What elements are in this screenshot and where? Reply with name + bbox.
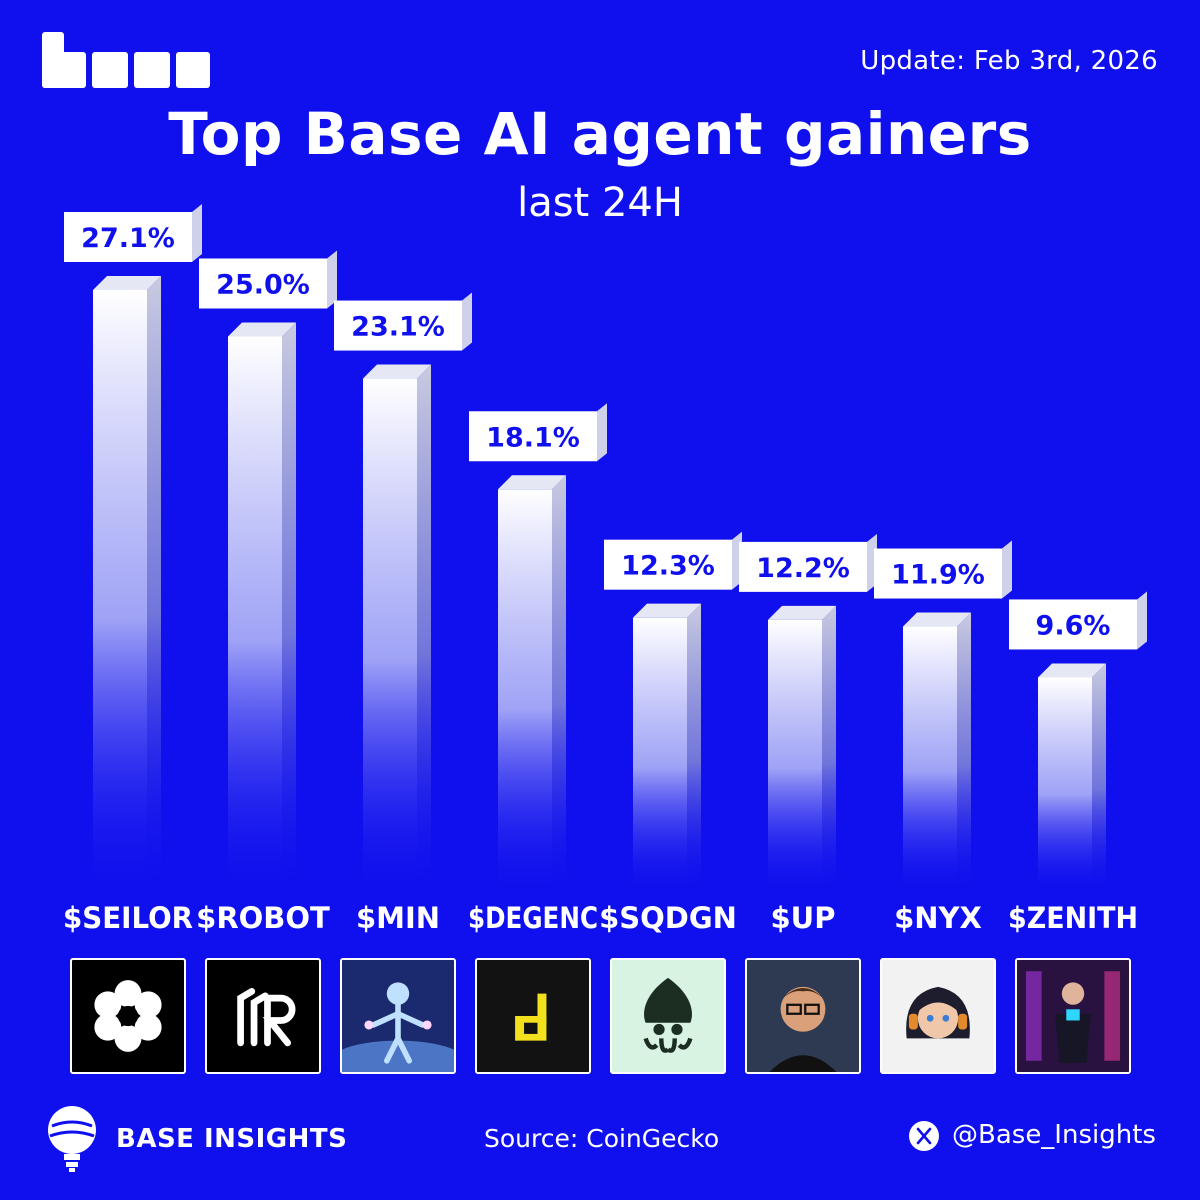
bar-front	[1038, 677, 1092, 890]
value-label-box	[874, 548, 1002, 599]
squid-icon	[612, 960, 724, 1072]
bar-4	[498, 475, 566, 890]
value-label-text: 25.0%	[216, 269, 310, 300]
token-logo-2	[205, 958, 321, 1074]
value-label-side	[1137, 591, 1147, 650]
robot-r-icon	[207, 960, 319, 1072]
bar-side	[957, 612, 971, 890]
category-label: $DEGENC	[468, 901, 598, 935]
bar-top	[93, 276, 161, 290]
value-label: 18.1%	[469, 403, 607, 462]
category-label: $SEILOR	[63, 901, 193, 935]
value-label: 12.2%	[739, 533, 877, 592]
value-label: 12.3%	[604, 531, 742, 590]
token-logo-5	[610, 958, 726, 1074]
girl-headphones-portrait-icon	[882, 960, 994, 1072]
category-label: $SQDGN	[599, 901, 737, 935]
bar-top	[228, 322, 296, 337]
value-label: 25.0%	[199, 250, 337, 309]
update-date: Update: Feb 3rd, 2026	[860, 46, 1158, 76]
token-logo-1	[70, 958, 186, 1074]
bar-front	[903, 626, 957, 890]
bar-3	[363, 364, 431, 890]
value-label-side	[462, 292, 472, 351]
value-label: 23.1%	[334, 292, 472, 351]
bar-2	[228, 322, 296, 890]
bar-top	[363, 364, 431, 379]
value-label-box	[604, 539, 732, 590]
bar-side	[822, 605, 836, 890]
category-label: $ZENITH	[1008, 901, 1138, 935]
value-label-text: 27.1%	[81, 223, 175, 254]
bar-top	[903, 612, 971, 627]
bar-front	[363, 378, 417, 890]
bar-top	[498, 475, 566, 490]
category-label: $MIN	[356, 901, 440, 935]
bar-5	[633, 603, 701, 890]
token-logo-6	[745, 958, 861, 1074]
bar-side	[687, 603, 701, 890]
bar-front	[93, 290, 147, 890]
bar-side	[1092, 663, 1106, 890]
bar-front	[228, 336, 282, 890]
bar-front	[498, 489, 552, 890]
value-label-text: 18.1%	[486, 422, 580, 453]
man-glasses-portrait-icon	[747, 960, 859, 1072]
value-label-side	[327, 250, 337, 309]
cyberpunk-portrait-icon	[1017, 960, 1129, 1072]
value-label: 11.9%	[874, 540, 1012, 599]
value-label-box	[739, 541, 867, 592]
value-label-box	[469, 411, 597, 462]
bar-7	[903, 612, 971, 890]
bar-side	[417, 364, 431, 890]
bar-front	[633, 617, 687, 890]
value-label-text: 12.3%	[621, 551, 715, 582]
value-label-box	[334, 300, 462, 351]
bar-top	[633, 603, 701, 618]
token-logo-8	[1015, 958, 1131, 1074]
token-logo-7	[880, 958, 996, 1074]
category-label: $UP	[771, 901, 836, 935]
value-label-side	[192, 204, 202, 262]
bar-side	[147, 276, 161, 890]
yellow-d-icon	[477, 960, 589, 1072]
bar-8	[1038, 663, 1106, 890]
footer-brand: BASE INSIGHTS	[116, 1124, 348, 1154]
chart-subtitle: last 24H	[517, 180, 683, 226]
token-logo-3	[340, 958, 456, 1074]
value-label: 9.6%	[1009, 591, 1147, 650]
bar-side	[282, 322, 296, 890]
value-label-box	[1009, 599, 1137, 650]
value-label-box	[64, 212, 192, 262]
flower-lattice-icon	[72, 960, 184, 1072]
bar-1	[93, 276, 161, 890]
value-label-box	[199, 258, 327, 309]
bar-side	[552, 475, 566, 890]
bar-6	[768, 605, 836, 890]
cosmic-figure-icon	[342, 960, 454, 1072]
category-label: $NYX	[894, 901, 982, 935]
value-label-text: 23.1%	[351, 312, 445, 343]
source-credit: Source: CoinGecko	[484, 1124, 720, 1153]
token-logo-4	[475, 958, 591, 1074]
x-twitter-icon[interactable]	[908, 1120, 940, 1152]
value-label-text: 12.2%	[756, 553, 850, 584]
chart-title: Top Base AI agent gainers	[168, 100, 1032, 168]
base-logo-icon	[42, 32, 210, 88]
twitter-handle[interactable]: @Base_Insights	[952, 1120, 1156, 1150]
value-label-side	[1002, 540, 1012, 599]
bar-top	[1038, 663, 1106, 678]
value-label-text: 9.6%	[1036, 610, 1111, 641]
value-label-text: 11.9%	[891, 560, 985, 591]
base-insights-bulb-icon	[48, 1106, 96, 1172]
value-label: 27.1%	[64, 204, 202, 262]
bar-top	[768, 605, 836, 620]
bar-front	[768, 619, 822, 890]
value-label-side	[597, 403, 607, 462]
category-label: $ROBOT	[196, 901, 330, 935]
